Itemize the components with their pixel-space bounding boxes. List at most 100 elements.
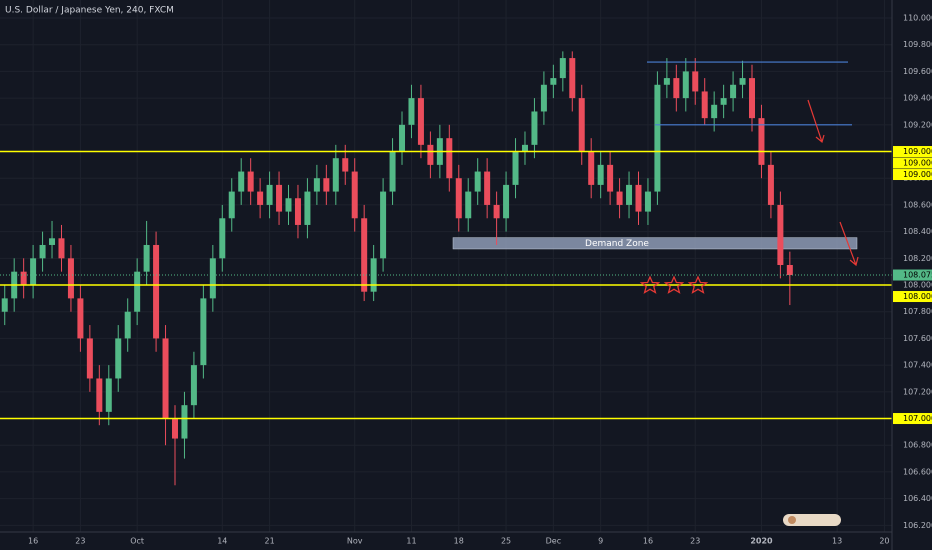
price-label-bg	[893, 291, 932, 303]
x-tick-label: 20	[879, 537, 889, 546]
candle-body	[399, 124, 406, 152]
candle-body	[313, 178, 320, 192]
candle-body	[247, 171, 254, 192]
x-tick-label: 21	[264, 537, 274, 546]
candle-body	[749, 78, 756, 119]
candle-body	[531, 111, 538, 145]
y-tick-label: 109.200	[903, 120, 932, 129]
candle-body	[417, 98, 424, 145]
y-tick-label: 107.800	[903, 307, 932, 316]
candle-body	[711, 104, 718, 119]
candle-body	[200, 298, 207, 366]
candle-body	[58, 238, 65, 259]
candle-body	[578, 98, 585, 152]
price-label: 109.000	[903, 147, 932, 156]
y-tick-label: 108.200	[903, 254, 932, 263]
candle-body	[455, 178, 462, 219]
axes: 106.200 106.400 106.600 106.800 107.000 107.2…	[28, 14, 932, 546]
y-tick-label: 107.200	[903, 387, 932, 396]
candle-body	[484, 171, 491, 205]
candle-body	[266, 184, 273, 205]
candle-body	[153, 244, 160, 339]
candle-body	[446, 138, 453, 179]
chart-title: U.S. Dollar / Japanese Yen, 240, FXCM	[5, 6, 174, 16]
candle-body	[569, 58, 576, 99]
price-label: 108.000	[903, 292, 932, 301]
y-tick-label: 107.400	[903, 361, 932, 370]
candle-body	[332, 158, 339, 192]
candle-body	[663, 78, 670, 85]
demand-zone	[452, 237, 858, 250]
stars	[639, 275, 709, 294]
candle-body	[512, 151, 519, 185]
x-tick-label: 16	[28, 537, 38, 546]
x-tick-label: 13	[832, 537, 842, 546]
x-tick-label: 23	[690, 537, 700, 546]
candle-body	[644, 191, 651, 212]
x-tick-label: Dec	[546, 537, 561, 546]
overlay	[0, 61, 892, 420]
candle-body	[257, 191, 264, 205]
candle-body	[361, 218, 368, 292]
candle-body	[162, 338, 169, 419]
candle-body	[86, 338, 93, 379]
candles	[1, 51, 793, 486]
x-tick-label: 9	[598, 537, 603, 546]
y-tick-label: 110.000	[903, 14, 932, 23]
candle-body	[682, 71, 689, 99]
x-tick-label: 18	[454, 537, 464, 546]
candle-body	[767, 164, 774, 205]
candle-body	[96, 378, 103, 412]
candle-body	[777, 204, 784, 265]
x-tick-label: Nov	[347, 537, 363, 546]
candle-body	[304, 191, 311, 225]
price-label-bg	[893, 146, 932, 158]
candle-body	[521, 144, 528, 152]
candle-body	[124, 311, 131, 339]
logo-badge	[783, 514, 841, 526]
candle-body	[559, 58, 566, 79]
y-tick-label: 106.800	[903, 441, 932, 450]
candle-body	[474, 171, 481, 192]
candle-body	[1, 298, 8, 312]
price-label-bg	[893, 169, 932, 181]
candle-body	[219, 218, 226, 259]
candle-body	[408, 98, 415, 125]
candle-body	[493, 204, 500, 219]
y-tick-label: 106.400	[903, 494, 932, 503]
price-label: 107.000	[903, 414, 932, 423]
candle-body	[786, 264, 793, 276]
candle-body	[209, 258, 216, 299]
price-label-bg	[893, 269, 932, 281]
candle-body	[351, 171, 358, 219]
candle-body	[758, 118, 765, 165]
logo	[783, 514, 841, 526]
price-label-bg	[893, 413, 932, 425]
candle-body	[323, 178, 330, 192]
arrow	[839, 221, 859, 267]
arrows	[807, 99, 859, 267]
candle-body	[607, 164, 614, 192]
candle-body	[105, 378, 112, 412]
candle-body	[427, 144, 434, 165]
candle-body	[597, 164, 604, 185]
candle-body	[294, 198, 301, 225]
arrow	[807, 99, 825, 144]
x-tick-label: 23	[75, 537, 85, 546]
y-tick-label: 109.400	[903, 94, 932, 103]
star	[663, 275, 685, 294]
y-tick-label: 108.600	[903, 200, 932, 209]
candle-body	[739, 78, 746, 85]
candle-body	[730, 84, 737, 99]
price-label: 109.000	[903, 159, 932, 168]
candle-body	[465, 191, 472, 219]
candle-body	[503, 184, 510, 219]
y-tick-label: 108.000	[903, 281, 932, 290]
candle-body	[134, 271, 141, 312]
x-tick-label: 25	[501, 537, 511, 546]
star	[687, 275, 709, 294]
candle-body	[540, 84, 547, 112]
candle-body	[20, 271, 27, 286]
candle-body	[380, 191, 387, 259]
